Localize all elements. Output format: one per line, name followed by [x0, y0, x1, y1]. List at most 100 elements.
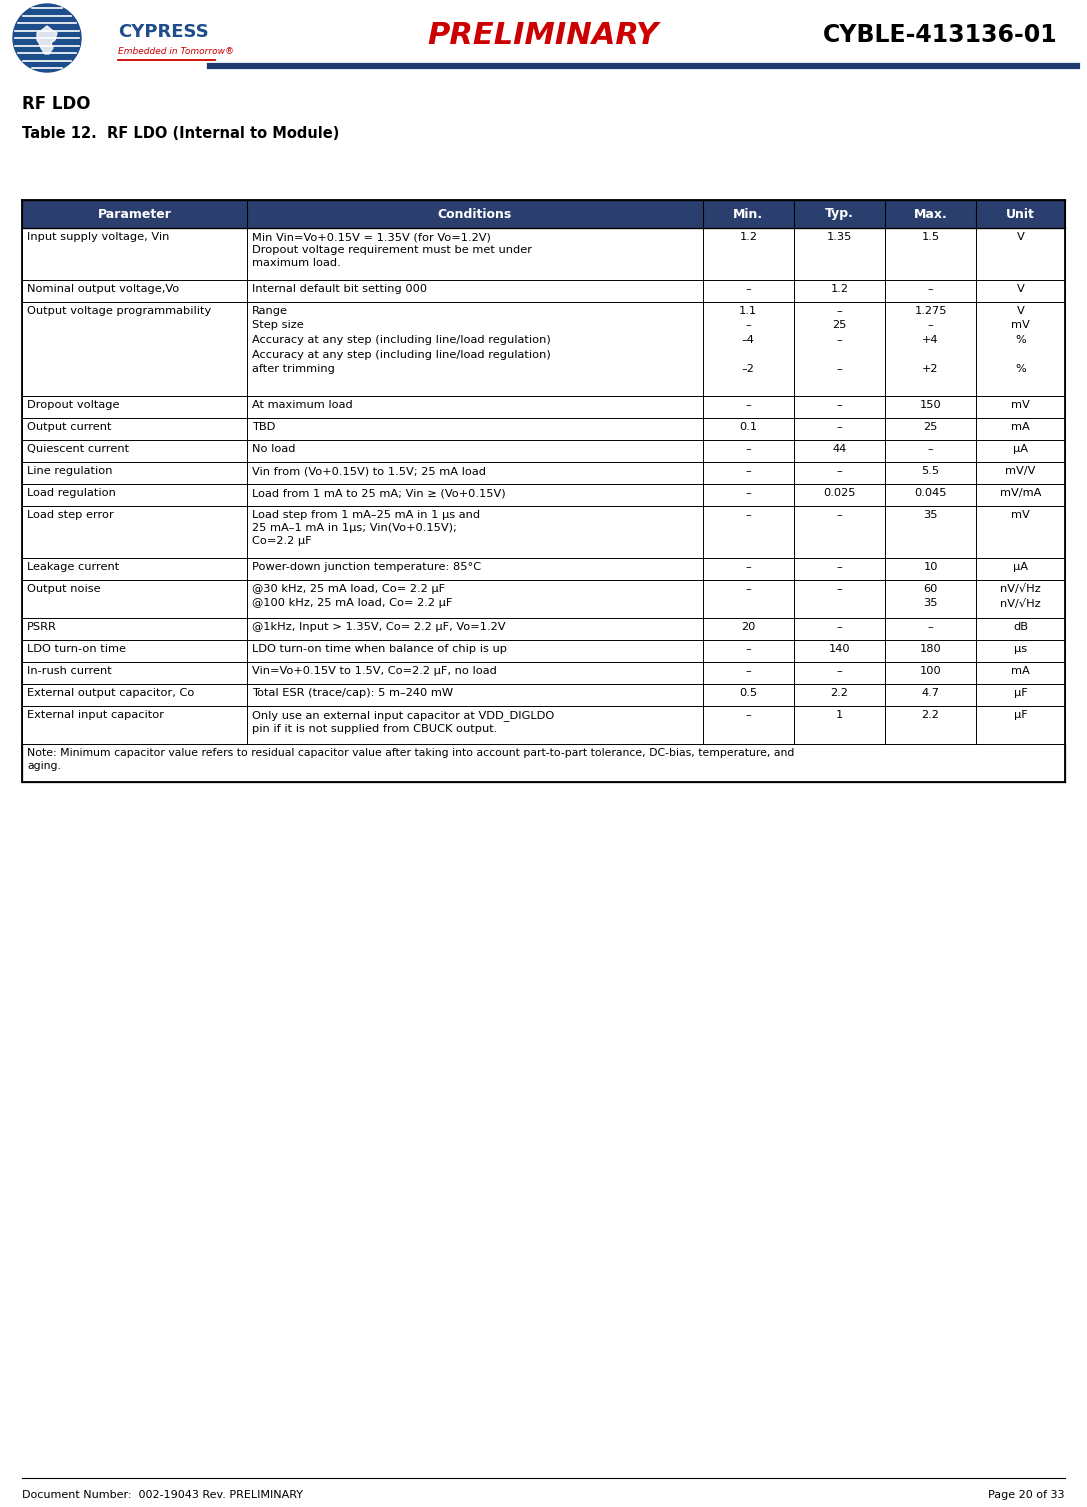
Text: mA: mA	[1011, 422, 1029, 433]
Text: 1.2: 1.2	[830, 283, 848, 294]
Text: mV/V: mV/V	[1005, 466, 1036, 476]
Text: 1.1: 1.1	[739, 306, 758, 316]
Text: –: –	[927, 622, 934, 631]
Text: 25: 25	[923, 422, 938, 433]
Text: –: –	[746, 643, 751, 654]
Text: Page 20 of 33: Page 20 of 33	[988, 1490, 1065, 1499]
Text: No load: No load	[252, 445, 296, 454]
Text: @30 kHz, 25 mA load, Co= 2.2 μF: @30 kHz, 25 mA load, Co= 2.2 μF	[252, 585, 446, 594]
Text: mV: mV	[1011, 321, 1029, 330]
Text: Quiescent current: Quiescent current	[27, 445, 129, 454]
Text: %: %	[1015, 335, 1026, 345]
Text: –: –	[837, 562, 842, 573]
Text: Typ.: Typ.	[825, 208, 853, 220]
Text: –: –	[746, 562, 751, 573]
Text: Only use an external input capacitor at VDD_DIGLDO
pin if it is not supplied fro: Only use an external input capacitor at …	[252, 710, 554, 734]
Text: LDO turn-on time when balance of chip is up: LDO turn-on time when balance of chip is…	[252, 643, 507, 654]
Text: Accuracy at any step (including line/load regulation): Accuracy at any step (including line/loa…	[252, 335, 551, 345]
Bar	[22, 301, 1065, 396]
Text: Output voltage programmability: Output voltage programmability	[27, 306, 211, 316]
Text: 10: 10	[923, 562, 938, 573]
Text: mV/mA: mV/mA	[1000, 488, 1041, 497]
Text: μA: μA	[1013, 445, 1028, 454]
Text: CYPRESS: CYPRESS	[118, 23, 209, 41]
Text: –4: –4	[741, 335, 754, 345]
Text: Output current: Output current	[27, 422, 112, 433]
Text: –: –	[746, 488, 751, 497]
Bar	[22, 396, 1065, 417]
Bar	[22, 618, 1065, 640]
Text: Embedded in Tomorrow®: Embedded in Tomorrow®	[118, 48, 234, 56]
Text: Range: Range	[252, 306, 288, 316]
Text: Load step error: Load step error	[27, 509, 114, 520]
Text: –: –	[746, 399, 751, 410]
Bar	[247, 200, 702, 228]
Text: +4: +4	[922, 335, 939, 345]
Text: Vin=Vo+0.15V to 1.5V, Co=2.2 μF, no load: Vin=Vo+0.15V to 1.5V, Co=2.2 μF, no load	[252, 666, 497, 677]
Text: Vin from (Vo+0.15V) to 1.5V; 25 mA load: Vin from (Vo+0.15V) to 1.5V; 25 mA load	[252, 466, 486, 476]
Bar	[22, 200, 247, 228]
Text: @100 kHz, 25 mA load, Co= 2.2 μF: @100 kHz, 25 mA load, Co= 2.2 μF	[252, 598, 452, 609]
Text: 0.5: 0.5	[739, 689, 758, 698]
Text: –: –	[746, 283, 751, 294]
Text: mV: mV	[1011, 399, 1029, 410]
Text: 35: 35	[923, 598, 938, 609]
Text: 25: 25	[833, 321, 847, 330]
Text: %: %	[1015, 365, 1026, 374]
Bar	[0, 0, 1087, 75]
Text: 2.2: 2.2	[830, 689, 848, 698]
Text: 100: 100	[920, 666, 941, 677]
Bar	[22, 484, 1065, 506]
Text: –: –	[837, 306, 842, 316]
Text: Internal default bit setting 000: Internal default bit setting 000	[252, 283, 427, 294]
Text: 0.1: 0.1	[739, 422, 758, 433]
Text: Load regulation: Load regulation	[27, 488, 116, 497]
Text: –: –	[746, 466, 751, 476]
Text: Line regulation: Line regulation	[27, 466, 112, 476]
Text: 1.35: 1.35	[827, 232, 852, 243]
Bar	[885, 200, 976, 228]
Text: 1.5: 1.5	[922, 232, 939, 243]
Text: Total ESR (trace/cap): 5 m–240 mW: Total ESR (trace/cap): 5 m–240 mW	[252, 689, 453, 698]
Text: 60: 60	[923, 585, 938, 594]
Bar	[22, 558, 1065, 580]
Text: 1: 1	[836, 710, 844, 720]
Text: –: –	[837, 466, 842, 476]
Text: 1.2: 1.2	[739, 232, 758, 243]
Text: Nominal output voltage,Vo: Nominal output voltage,Vo	[27, 283, 179, 294]
Bar	[794, 200, 885, 228]
Text: –: –	[927, 321, 934, 330]
Text: At maximum load: At maximum load	[252, 399, 353, 410]
Text: μF: μF	[1014, 689, 1027, 698]
Bar	[22, 580, 1065, 618]
Text: V: V	[1016, 283, 1024, 294]
Text: –: –	[746, 666, 751, 677]
Text: –: –	[837, 422, 842, 433]
Text: 180: 180	[920, 643, 941, 654]
Text: 4.7: 4.7	[922, 689, 939, 698]
Text: 44: 44	[833, 445, 847, 454]
Text: nV/√Hz: nV/√Hz	[1000, 585, 1041, 594]
Text: Min Vin=Vo+0.15V = 1.35V (for Vo=1.2V)
Dropout voltage requirement must be met u: Min Vin=Vo+0.15V = 1.35V (for Vo=1.2V) D…	[252, 232, 532, 268]
Bar	[22, 506, 1065, 558]
Text: nV/√Hz: nV/√Hz	[1000, 598, 1041, 609]
Text: 5.5: 5.5	[922, 466, 939, 476]
Text: 0.025: 0.025	[823, 488, 855, 497]
Text: μs: μs	[1014, 643, 1027, 654]
Text: Load step from 1 mA–25 mA in 1 μs and
25 mA–1 mA in 1μs; Vin(Vo+0.15V);
Co=2.2 μ: Load step from 1 mA–25 mA in 1 μs and 25…	[252, 509, 480, 547]
Text: External input capacitor: External input capacitor	[27, 710, 164, 720]
Text: dB: dB	[1013, 622, 1028, 631]
Text: μA: μA	[1013, 562, 1028, 573]
Bar	[22, 228, 1065, 280]
Text: Conditions: Conditions	[438, 208, 512, 220]
Text: –: –	[837, 585, 842, 594]
Text: Output noise: Output noise	[27, 585, 101, 594]
Text: 2.2: 2.2	[922, 710, 939, 720]
Text: 0.045: 0.045	[914, 488, 947, 497]
Text: 140: 140	[828, 643, 850, 654]
Bar	[22, 744, 1065, 782]
Text: Max.: Max.	[914, 208, 948, 220]
Text: V: V	[1016, 232, 1024, 243]
Text: Step size: Step size	[252, 321, 304, 330]
Text: Load from 1 mA to 25 mA; Vin ≥ (Vo+0.15V): Load from 1 mA to 25 mA; Vin ≥ (Vo+0.15V…	[252, 488, 505, 497]
